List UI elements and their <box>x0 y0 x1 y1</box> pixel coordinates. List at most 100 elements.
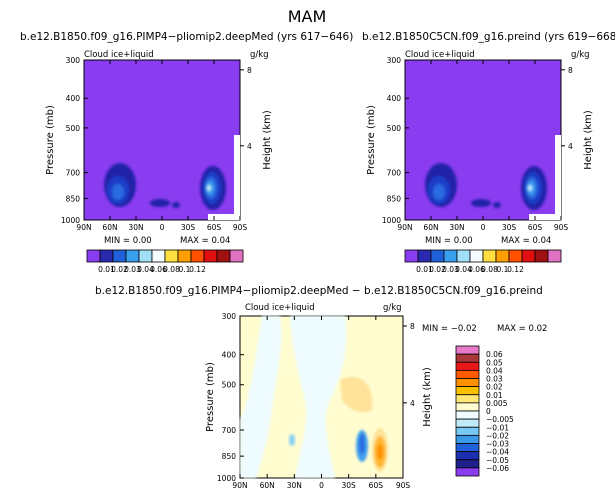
colorbar-swatch <box>455 378 480 388</box>
x-tick-label: 0 <box>481 223 486 232</box>
y-right-tick-label: 8 <box>568 66 573 75</box>
colorbar-swatch <box>164 249 179 263</box>
x-tick-label: 30N <box>128 223 143 232</box>
panel-left-label: Cloud ice+liquid <box>245 303 315 313</box>
x-tick-label: 60S <box>528 223 543 232</box>
colorbar-swatch <box>455 418 480 428</box>
colorbar-swatch <box>495 249 510 263</box>
x-tick-label: 90N <box>76 223 91 232</box>
max-label: MAX = 0.04 <box>501 236 551 246</box>
contour-field <box>104 163 226 210</box>
y-axis-label: Pressure (mb) <box>205 362 216 432</box>
panel-left-label: Cloud ice+liquid <box>405 50 475 60</box>
x-tick-label: 30N <box>449 223 464 232</box>
y-tick-label: 1000 <box>382 216 401 225</box>
contour-level <box>289 434 295 446</box>
colorbar-label: 0.03 <box>486 375 503 384</box>
x-tick-label: 90S <box>396 481 411 490</box>
colorbar-label: 0.01 <box>486 391 503 400</box>
colorbar-horizontal-left: 0.010.020.030.040.060.080.10.12 <box>86 249 244 274</box>
y-tick-label: 500 <box>66 124 81 133</box>
y-tick-label: 700 <box>66 169 81 178</box>
colorbar-swatch <box>455 369 480 379</box>
colorbar-swatch <box>455 443 480 453</box>
y-right-tick-label: 4 <box>568 142 573 151</box>
x-tick-label: 30S <box>342 481 357 490</box>
colorbar-swatch <box>86 249 101 263</box>
y-tick-label: 1000 <box>61 216 80 225</box>
y-right-axis-label: Height (km) <box>262 110 273 170</box>
y-tick-label: 500 <box>387 124 402 133</box>
colorbar-label: 0.05 <box>486 358 503 367</box>
y-right-tick-label: 4 <box>410 399 415 408</box>
colorbar-swatch <box>203 249 218 263</box>
colorbar-label: 0.06 <box>486 350 503 359</box>
colorbar-swatch <box>455 434 480 444</box>
contour-field <box>240 316 388 478</box>
colorbar-label: 0.03 <box>124 265 141 274</box>
x-tick-label: 90N <box>232 481 247 490</box>
colorbar-label: 0 <box>486 407 491 416</box>
masked-region <box>234 135 240 214</box>
contour-level <box>528 185 532 191</box>
colorbar-swatch <box>177 249 192 263</box>
colorbar-swatch <box>190 249 205 263</box>
colorbar-swatch <box>112 249 127 263</box>
x-tick-label: 0 <box>319 481 324 490</box>
contour-level <box>290 316 347 478</box>
colorbar-label: 0.08 <box>481 265 498 274</box>
y-tick-label: 300 <box>387 56 402 65</box>
x-tick-label: 90N <box>397 223 412 232</box>
colorbar-swatch <box>216 249 231 263</box>
x-tick-label: 0 <box>160 223 165 232</box>
x-tick-label: 30S <box>181 223 196 232</box>
colorbar-label: 0.12 <box>189 265 206 274</box>
max-label: MAX = 0.02 <box>497 324 547 334</box>
colorbar-swatch <box>455 426 480 436</box>
colorbar-swatch <box>125 249 140 263</box>
colorbar-swatch <box>151 249 166 263</box>
x-tick-label: 30N <box>287 481 302 490</box>
panel-title: b.e12.B1850C5CN.f09_g16.preind (yrs 619−… <box>362 31 615 43</box>
colorbar-swatch <box>534 249 549 263</box>
colorbar-swatch <box>417 249 432 263</box>
panel-units: g/kg <box>383 303 402 313</box>
y-tick-label: 1000 <box>217 474 236 483</box>
y-tick-label: 400 <box>222 351 237 360</box>
colorbar-label: 0.1 <box>497 265 509 274</box>
panel-title: b.e12.B1850.f09_g16.PIMP4−pliomip2.deepM… <box>20 31 353 43</box>
colorbar-label: −0.005 <box>486 415 514 424</box>
colorbar-label: 0.02 <box>486 383 503 392</box>
contour-field <box>425 163 547 210</box>
colorbar-swatch <box>508 249 523 263</box>
colorbar-label: 0.02 <box>429 265 446 274</box>
x-tick-label: 60S <box>369 481 384 490</box>
contour-level <box>493 202 501 208</box>
colorbar-swatch <box>455 410 480 420</box>
min-label: MIN = 0.00 <box>104 236 152 246</box>
colorbar-swatch <box>455 402 480 412</box>
colorbar-swatch <box>482 249 497 263</box>
colorbar-label: 0.02 <box>111 265 128 274</box>
x-tick-label: 60N <box>260 481 275 490</box>
colorbar-swatch <box>99 249 114 263</box>
colorbar-label: 0.04 <box>455 265 472 274</box>
x-tick-label: 60N <box>423 223 438 232</box>
colorbar-label: 0.03 <box>442 265 459 274</box>
max-label: MAX = 0.04 <box>180 236 230 246</box>
colorbar-swatch <box>404 249 419 263</box>
colorbar-label: 0.1 <box>179 265 191 274</box>
contour-level <box>377 444 383 460</box>
axes: 90N 60N 30N 0 30S 60S 90S 300 400 500 700 850 1000 8 4 <box>61 56 252 232</box>
x-tick-label: 60S <box>207 223 222 232</box>
colorbar-swatch <box>455 345 480 355</box>
x-tick-label: 90S <box>554 223 569 232</box>
colorbar-label: −0.01 <box>486 423 509 432</box>
y-tick-label: 500 <box>222 381 237 390</box>
masked-region <box>529 214 561 220</box>
colorbar-swatch <box>229 249 244 263</box>
panel-top-right: b.e12.B1850C5CN.f09_g16.preind (yrs 619−… <box>362 31 615 246</box>
colorbar-label: −0.02 <box>486 431 509 440</box>
colorbar-label: −0.03 <box>486 440 509 449</box>
